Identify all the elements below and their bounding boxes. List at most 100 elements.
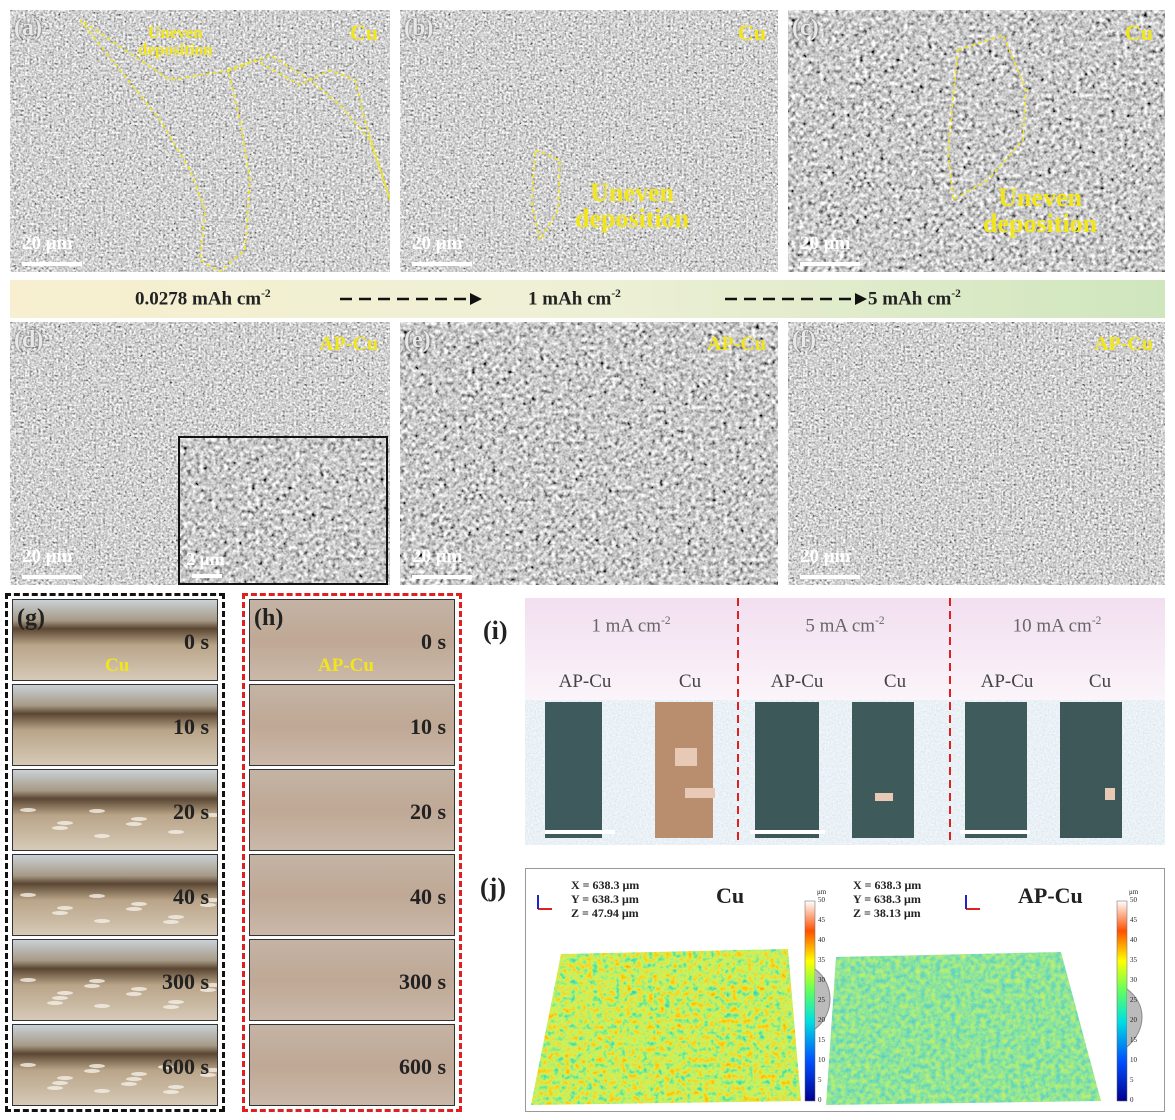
- inset-texture: [180, 438, 386, 583]
- scale-bar-label: 20 μm: [22, 233, 73, 254]
- image: [788, 10, 1165, 272]
- bubble: [205, 983, 217, 987]
- bubble: [94, 919, 110, 923]
- bubble: [131, 902, 147, 906]
- colorbar-tick: 5: [818, 1076, 822, 1084]
- image: [250, 940, 454, 1020]
- surface-plot: [826, 952, 1101, 1105]
- colorbar-tick: 30: [1130, 976, 1137, 984]
- image: [180, 438, 386, 583]
- bubble: [131, 1072, 147, 1076]
- bubble: [89, 1064, 105, 1068]
- image: [400, 10, 778, 272]
- unit-exponent: -2: [611, 288, 621, 300]
- bar-background: [10, 280, 1165, 318]
- uneven-region: [531, 148, 561, 242]
- current-label: 5 mA cm-2: [795, 615, 895, 637]
- current-label: 1 mA cm-2: [581, 615, 681, 637]
- unit-exponent: -2: [661, 615, 671, 627]
- colorbar-tick: 15: [818, 1036, 825, 1044]
- bubble: [205, 813, 217, 817]
- unit-text: 5 mA cm: [805, 615, 876, 637]
- colorbar-tick: 40: [818, 936, 825, 944]
- image: [13, 685, 217, 765]
- scale-bar-label: 20 μm: [800, 233, 851, 254]
- material-label: Cu: [737, 20, 766, 45]
- video-frame: 10 s: [12, 684, 218, 766]
- frame-image: [13, 600, 217, 680]
- bubble: [84, 1069, 100, 1073]
- bubble: [52, 996, 68, 1000]
- colorbar-tick: 5: [1130, 1076, 1134, 1084]
- unit-exponent: -2: [261, 288, 271, 300]
- colorbar-tick: 45: [818, 916, 825, 924]
- bubble: [20, 1063, 36, 1067]
- bubble: [168, 1000, 184, 1004]
- scale-bar-label: 20 μm: [22, 546, 73, 567]
- colorbar-tick: 40: [1130, 936, 1137, 944]
- image: [250, 855, 454, 935]
- profile-panel: X = 638.3 μm Y = 638.3 μm Z = 47.94 μm Cu μm…: [525, 868, 1165, 1112]
- material-label: AP-Cu: [707, 333, 766, 355]
- bubble: [52, 911, 68, 915]
- bubble: [126, 1077, 142, 1081]
- capacity-label: 1 mAh cm-2: [528, 288, 621, 308]
- bubble: [89, 979, 105, 983]
- colorbar-tick: 50: [1130, 896, 1137, 904]
- photo-panel: 1 mA cm-2 AP-Cu Cu 5 mA cm-2 AP-Cu Cu 10 mA cm…: [525, 598, 1165, 845]
- dimension-label: Z = 38.13 μm: [853, 906, 921, 920]
- sem-panel-a: (a) Cu 20 μm Uneven deposition: [10, 10, 390, 272]
- material-label: AP-Cu: [1094, 333, 1153, 355]
- bubble: [168, 830, 184, 834]
- sem-texture: [10, 10, 390, 272]
- time-label: 0 s: [420, 629, 446, 654]
- bubble: [126, 992, 142, 996]
- scale-bar-label: 20 μm: [800, 546, 851, 567]
- bubble: [89, 894, 105, 898]
- copper-spot: [1105, 788, 1115, 800]
- panel-label: (d): [14, 327, 44, 353]
- bubble: [20, 978, 36, 982]
- unit-text: 10 mA cm: [1012, 615, 1092, 637]
- colorbar-tick: 25: [1130, 996, 1137, 1004]
- colorbar-tick: 10: [1130, 1056, 1137, 1064]
- material-label: Cu: [349, 20, 378, 45]
- video-frame: 0 s (h) AP-Cu: [249, 599, 455, 681]
- video-frame: 40 s: [249, 854, 455, 936]
- frame-image: [13, 855, 217, 935]
- surface-plot: [531, 949, 801, 1105]
- unit-exponent: -2: [1091, 615, 1102, 627]
- bubble: [47, 1001, 63, 1005]
- image: [250, 1025, 454, 1105]
- frame-image: [250, 1025, 454, 1105]
- colorbar-unit: μm: [1129, 888, 1139, 896]
- image: [250, 600, 454, 680]
- video-panel-g: 0 s (g) Cu 10 s 20 s 40 s 300 s 600 s: [5, 593, 225, 1112]
- bubble: [20, 808, 36, 812]
- video-frame: 20 s: [249, 769, 455, 851]
- frame-image: [250, 770, 454, 850]
- unit-text: 1 mA cm: [591, 615, 662, 637]
- bubble: [158, 1065, 174, 1069]
- image: [13, 1025, 217, 1105]
- bubble: [20, 893, 36, 897]
- bubble: [205, 1068, 217, 1072]
- time-label: 300 s: [398, 969, 446, 994]
- unit-exponent: -2: [875, 615, 885, 627]
- time-label: 10 s: [409, 714, 446, 739]
- sem-texture: [788, 322, 1165, 585]
- frame-image: [250, 685, 454, 765]
- frame-image: [13, 940, 217, 1020]
- material-label: AP-Cu: [1018, 883, 1083, 908]
- annotation-line: Uneven: [590, 178, 674, 207]
- frame-image: [250, 855, 454, 935]
- bubble: [126, 907, 142, 911]
- dimension-label: Y = 638.3 μm: [571, 892, 639, 906]
- image: [13, 770, 217, 850]
- panel-label: (e): [404, 327, 431, 353]
- arrow-head: [470, 293, 482, 305]
- colorbar: [804, 900, 816, 1102]
- sem-texture: [788, 10, 1165, 272]
- colorbar-tick: 20: [818, 1016, 825, 1024]
